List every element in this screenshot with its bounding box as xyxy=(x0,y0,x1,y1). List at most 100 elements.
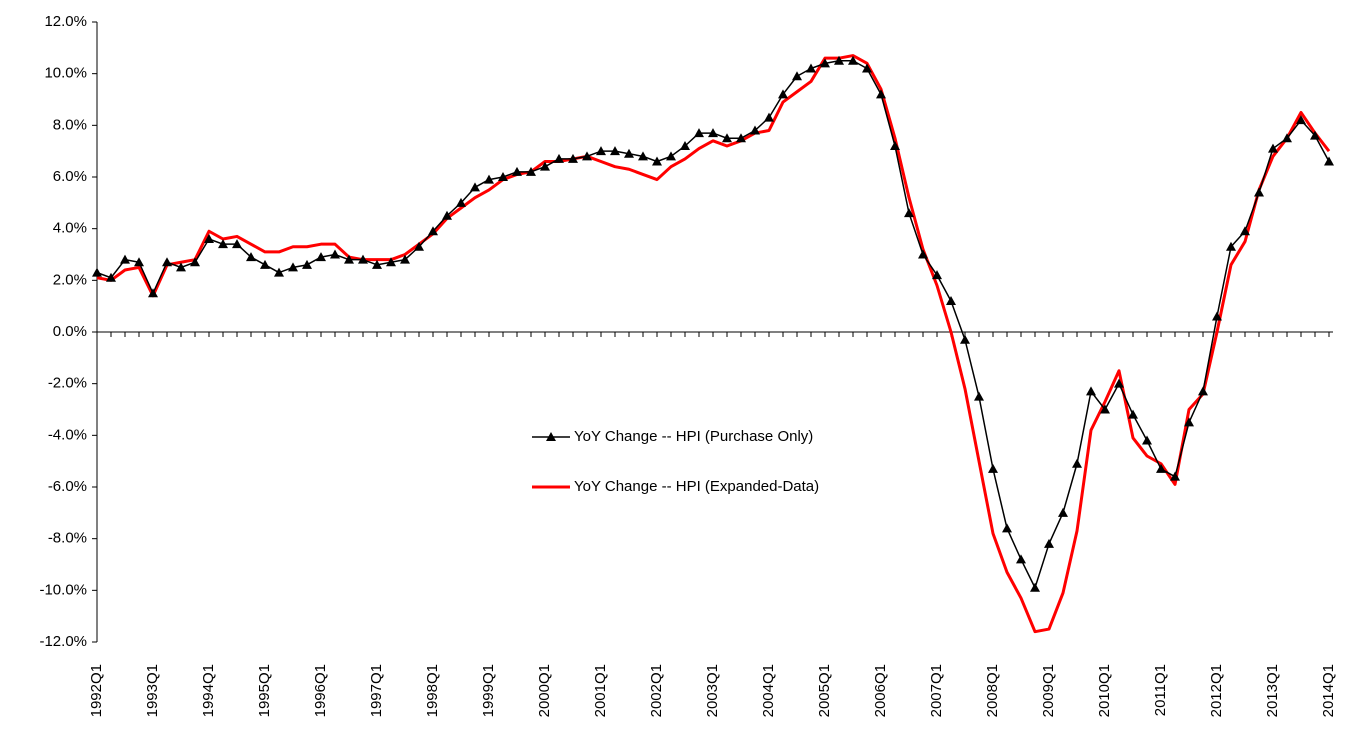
marker xyxy=(806,63,816,73)
marker xyxy=(134,257,144,267)
marker xyxy=(176,262,186,272)
x-tick-label: 2003Q1 xyxy=(704,664,721,717)
y-tick-label: -8.0% xyxy=(48,530,87,547)
marker xyxy=(1114,378,1124,388)
marker xyxy=(1100,404,1110,414)
marker xyxy=(1030,582,1040,592)
y-tick-label: 2.0% xyxy=(53,271,87,288)
marker xyxy=(428,226,438,236)
marker xyxy=(554,153,564,163)
marker xyxy=(932,270,942,280)
marker xyxy=(386,257,396,267)
marker xyxy=(778,89,788,99)
marker xyxy=(624,148,634,158)
y-tick-label: 8.0% xyxy=(53,116,87,133)
x-tick-label: 2011Q1 xyxy=(1152,664,1169,716)
marker xyxy=(358,254,368,264)
marker xyxy=(904,208,914,218)
x-tick-label: 1998Q1 xyxy=(424,664,441,717)
marker xyxy=(736,133,746,143)
marker xyxy=(1142,435,1152,445)
y-tick-label: -2.0% xyxy=(48,375,87,392)
marker xyxy=(666,151,676,161)
x-tick-label: 2001Q1 xyxy=(592,664,609,717)
marker xyxy=(484,174,494,184)
marker xyxy=(1282,133,1292,143)
marker xyxy=(876,89,886,99)
marker xyxy=(1198,386,1208,396)
y-tick-label: 6.0% xyxy=(53,168,87,185)
marker xyxy=(1296,115,1306,125)
marker xyxy=(862,63,872,73)
y-tick-label: 0.0% xyxy=(53,323,87,340)
x-tick-label: 2007Q1 xyxy=(928,664,945,717)
marker xyxy=(526,166,536,176)
marker xyxy=(680,141,690,150)
marker xyxy=(302,259,312,269)
marker xyxy=(946,296,956,305)
marker xyxy=(218,239,228,249)
marker xyxy=(988,463,998,473)
marker xyxy=(540,161,550,171)
marker xyxy=(92,267,102,277)
y-tick-label: -10.0% xyxy=(39,581,87,598)
marker xyxy=(106,272,116,282)
marker xyxy=(190,257,200,267)
marker xyxy=(1268,143,1278,153)
marker xyxy=(596,146,606,156)
x-tick-label: 1997Q1 xyxy=(368,664,385,717)
x-tick-label: 1995Q1 xyxy=(256,664,273,717)
marker xyxy=(638,151,648,161)
marker xyxy=(232,239,242,249)
marker xyxy=(1310,130,1320,140)
x-tick-label: 2000Q1 xyxy=(536,664,553,717)
legend-marker xyxy=(546,432,556,441)
series-line xyxy=(96,54,1331,634)
x-tick-label: 2005Q1 xyxy=(816,664,833,717)
marker xyxy=(1184,417,1194,427)
marker xyxy=(568,153,578,163)
x-tick-label: 1993Q1 xyxy=(144,664,161,717)
marker xyxy=(120,254,130,264)
marker xyxy=(1072,458,1082,468)
marker xyxy=(246,252,256,262)
marker xyxy=(204,234,214,243)
marker xyxy=(1240,226,1250,236)
marker xyxy=(1254,187,1264,197)
y-tick-label: -12.0% xyxy=(39,633,87,650)
marker xyxy=(1156,463,1166,473)
marker xyxy=(148,288,158,298)
marker xyxy=(456,197,466,207)
marker xyxy=(1212,311,1222,321)
marker xyxy=(610,146,620,156)
marker xyxy=(442,210,452,220)
marker xyxy=(162,257,172,267)
x-tick-label: 2008Q1 xyxy=(984,664,1001,717)
marker xyxy=(1058,507,1068,517)
legend-label: YoY Change -- HPI (Purchase Only) xyxy=(574,428,813,445)
marker xyxy=(1086,386,1096,396)
x-tick-label: 2013Q1 xyxy=(1264,664,1281,717)
marker xyxy=(918,249,928,259)
marker xyxy=(274,267,284,277)
marker xyxy=(512,166,522,176)
x-tick-label: 1992Q1 xyxy=(88,664,105,717)
marker xyxy=(1324,156,1334,166)
marker xyxy=(1016,554,1026,564)
x-tick-label: 2010Q1 xyxy=(1096,664,1113,717)
marker xyxy=(582,151,592,161)
marker xyxy=(722,133,732,143)
x-tick-label: 1996Q1 xyxy=(312,664,329,717)
marker xyxy=(1170,471,1180,481)
x-tick-label: 1999Q1 xyxy=(480,664,497,717)
marker xyxy=(1128,409,1138,419)
x-tick-label: 1994Q1 xyxy=(200,664,217,717)
x-tick-label: 2002Q1 xyxy=(648,664,665,717)
marker xyxy=(834,55,844,65)
x-tick-label: 2004Q1 xyxy=(760,664,777,717)
marker xyxy=(820,58,830,68)
marker xyxy=(890,141,900,150)
marker xyxy=(1226,241,1236,251)
